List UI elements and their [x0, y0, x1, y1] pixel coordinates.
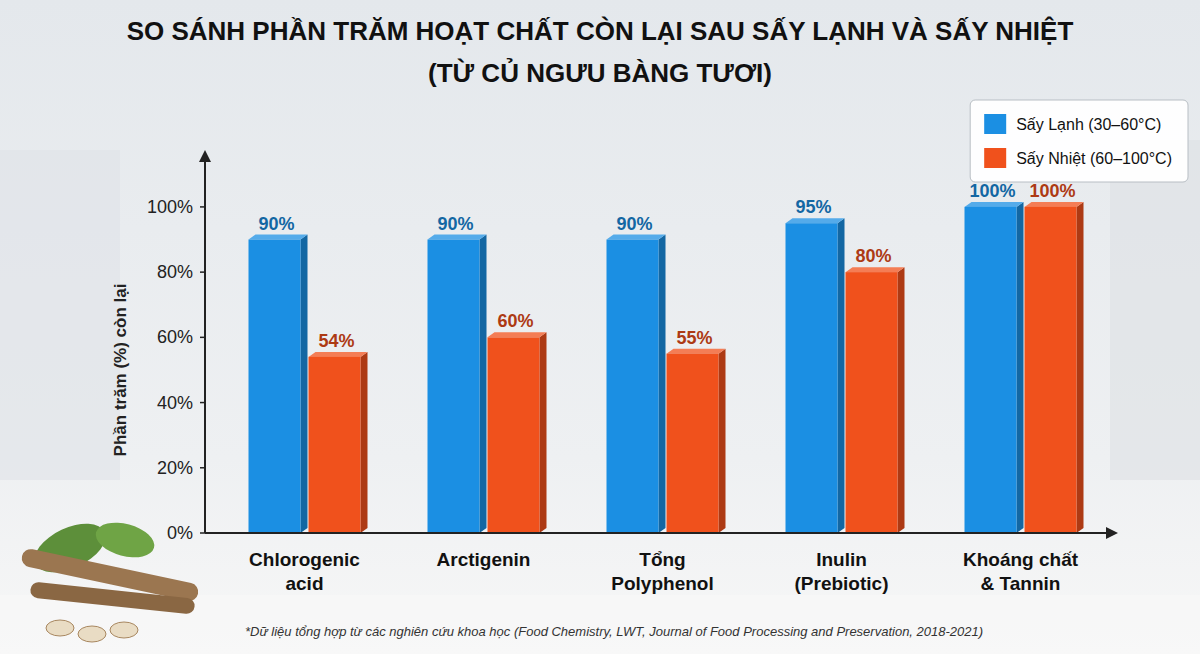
x-tick-label-line: (Prebiotic): [795, 573, 889, 594]
bar: [667, 354, 719, 533]
data-label: 90%: [616, 214, 652, 234]
x-tick-label-line: Chlorogenic: [249, 549, 360, 570]
data-labels: 90% 90% 90% 95% 100% 54% 60% 55% 80% 100%: [258, 181, 1075, 351]
bar-side: [659, 235, 666, 533]
chart-root: SO SÁNH PHẦN TRĂM HOẠT CHẤT CÒN LẠI SAU …: [0, 0, 1200, 654]
bar-top: [607, 235, 666, 240]
x-tick-label-line: & Tannin: [981, 573, 1061, 594]
legend-label: Sấy Nhiệt (60–100°C): [1016, 150, 1172, 167]
x-tick-label: Tổng Polyphenol: [611, 549, 713, 594]
bar-side: [480, 235, 487, 533]
x-tick-label-line: Polyphenol: [611, 573, 713, 594]
bar-top: [786, 218, 845, 223]
y-tick-label: 100%: [147, 197, 193, 217]
data-label: 80%: [855, 246, 891, 266]
y-tick-label: 80%: [157, 262, 193, 282]
y-tick-label: 20%: [157, 458, 193, 478]
bar-top: [428, 235, 487, 240]
bar: [786, 223, 838, 533]
bar-side: [1017, 202, 1024, 533]
bar-top: [667, 349, 726, 354]
subtitle: (TỪ CỦ NGƯU BÀNG TƯƠI): [428, 57, 772, 88]
bar: [309, 357, 361, 533]
y-tick: [200, 206, 205, 208]
x-tick-label-line: Khoáng chất: [963, 549, 1079, 570]
y-axis-arrow: [199, 150, 211, 162]
bar: [428, 240, 480, 533]
bar: [607, 240, 659, 533]
y-tick: [200, 402, 205, 404]
bar-top: [488, 332, 547, 337]
root: [30, 581, 196, 614]
y-axis: [204, 158, 206, 533]
data-label: 90%: [258, 214, 294, 234]
x-tick-label: Khoáng chất & Tannin: [963, 549, 1079, 594]
legend: Sấy Lạnh (30–60°C) Sấy Nhiệt (60–100°C): [970, 100, 1188, 182]
x-axis: [205, 532, 1110, 534]
title: SO SÁNH PHẦN TRĂM HOẠT CHẤT CÒN LẠI SAU …: [127, 16, 1074, 46]
bg-cabinet: [1110, 140, 1200, 480]
x-tick-label-line: Inulin: [816, 549, 867, 570]
y-tick: [200, 532, 205, 534]
bar-top: [249, 235, 308, 240]
y-axis-title: Phần trăm (%) còn lại: [111, 284, 130, 457]
leaf: [92, 517, 158, 563]
bar: [965, 207, 1017, 533]
source-note: *Dữ liệu tổng hợp từ các nghiên cứu khoa…: [245, 624, 983, 639]
bar-top: [309, 352, 368, 357]
legend-swatch: [984, 114, 1006, 134]
bar-top: [965, 202, 1024, 207]
burdock-illustration: [20, 514, 200, 642]
x-tick-label-line: acid: [285, 573, 323, 594]
bar-side: [301, 235, 308, 533]
x-tick-label-line: Arctigenin: [437, 549, 531, 570]
y-tick: [200, 337, 205, 339]
y-tick: [200, 467, 205, 469]
bar-side: [1077, 202, 1084, 533]
data-label: 90%: [437, 214, 473, 234]
root-slice: [46, 620, 74, 636]
bar-side: [898, 267, 905, 533]
bar-side: [719, 349, 726, 533]
bg-cabinet: [0, 150, 120, 480]
root-slice: [110, 622, 138, 638]
y-tick: [200, 271, 205, 273]
x-tick-label: Chlorogenic acid: [249, 549, 360, 594]
bar-side: [361, 352, 368, 533]
y-tick-label: 40%: [157, 393, 193, 413]
data-label: 100%: [1029, 181, 1075, 201]
bar-top: [846, 267, 905, 272]
bar: [249, 240, 301, 533]
y-tick-label: 60%: [157, 327, 193, 347]
x-tick-label: Arctigenin: [437, 549, 531, 570]
bar: [1025, 207, 1077, 533]
bar: [488, 337, 540, 533]
bar-top: [1025, 202, 1084, 207]
bars: [249, 202, 1084, 533]
legend-label: Sấy Lạnh (30–60°C): [1016, 116, 1161, 133]
x-tick-label-line: Tổng: [639, 549, 685, 570]
data-label: 100%: [969, 181, 1015, 201]
root-slice: [78, 626, 106, 642]
x-tick-label: Inulin (Prebiotic): [795, 549, 889, 594]
bar: [846, 272, 898, 533]
bar-side: [540, 332, 547, 533]
y-tick-label: 0%: [167, 523, 193, 543]
data-label: 54%: [318, 331, 354, 351]
data-label: 60%: [497, 311, 533, 331]
legend-swatch: [984, 148, 1006, 168]
data-label: 95%: [795, 197, 831, 217]
bar-side: [838, 218, 845, 533]
background: [0, 0, 1200, 654]
data-label: 55%: [676, 328, 712, 348]
x-axis-arrow: [1106, 527, 1118, 539]
legend-box: [970, 100, 1188, 182]
